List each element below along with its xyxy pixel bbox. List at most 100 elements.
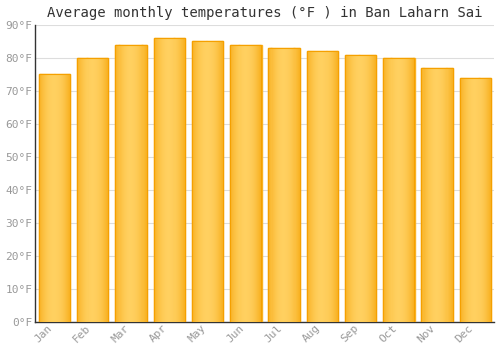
Bar	[488, 78, 489, 322]
Bar	[463, 78, 464, 322]
Bar	[383, 58, 414, 322]
Bar	[408, 58, 410, 322]
Bar	[156, 38, 158, 322]
Bar	[373, 55, 374, 322]
Bar	[248, 45, 249, 322]
Bar	[252, 45, 253, 322]
Bar	[422, 68, 452, 322]
Bar	[69, 74, 70, 322]
Bar	[79, 58, 80, 322]
Bar	[77, 58, 108, 322]
Bar	[116, 45, 117, 322]
Bar	[215, 41, 216, 322]
Bar	[97, 58, 98, 322]
Bar	[422, 68, 424, 322]
Bar	[118, 45, 120, 322]
Bar	[244, 45, 245, 322]
Bar	[164, 38, 165, 322]
Bar	[407, 58, 408, 322]
Bar	[44, 74, 45, 322]
Bar	[268, 48, 300, 322]
Bar	[460, 78, 491, 322]
Bar	[473, 78, 474, 322]
Bar	[244, 45, 246, 322]
Bar	[294, 48, 296, 322]
Bar	[326, 51, 328, 322]
Bar	[489, 78, 490, 322]
Bar	[279, 48, 280, 322]
Bar	[435, 68, 436, 322]
Bar	[490, 78, 491, 322]
Bar	[39, 74, 70, 322]
Bar	[330, 51, 332, 322]
Bar	[50, 74, 51, 322]
Bar	[54, 74, 56, 322]
Bar	[249, 45, 250, 322]
Bar	[238, 45, 240, 322]
Bar	[286, 48, 287, 322]
Bar	[426, 68, 428, 322]
Bar	[310, 51, 311, 322]
Bar	[202, 41, 203, 322]
Bar	[102, 58, 104, 322]
Bar	[120, 45, 122, 322]
Bar	[231, 45, 232, 322]
Bar	[254, 45, 255, 322]
Bar	[308, 51, 310, 322]
Bar	[334, 51, 335, 322]
Bar	[219, 41, 220, 322]
Bar	[100, 58, 101, 322]
Bar	[405, 58, 406, 322]
Bar	[47, 74, 48, 322]
Bar	[66, 74, 67, 322]
Bar	[374, 55, 376, 322]
Bar	[159, 38, 160, 322]
Bar	[287, 48, 288, 322]
Bar	[43, 74, 44, 322]
Bar	[60, 74, 62, 322]
Bar	[349, 55, 350, 322]
Bar	[42, 74, 43, 322]
Bar	[154, 38, 185, 322]
Bar	[462, 78, 463, 322]
Bar	[372, 55, 373, 322]
Bar	[260, 45, 262, 322]
Bar	[364, 55, 366, 322]
Bar	[128, 45, 129, 322]
Bar	[68, 74, 69, 322]
Bar	[230, 45, 231, 322]
Bar	[390, 58, 392, 322]
Bar	[278, 48, 279, 322]
Bar	[274, 48, 276, 322]
Bar	[236, 45, 238, 322]
Bar	[163, 38, 164, 322]
Bar	[131, 45, 132, 322]
Bar	[180, 38, 181, 322]
Bar	[317, 51, 318, 322]
Bar	[281, 48, 282, 322]
Bar	[82, 58, 84, 322]
Bar	[92, 58, 93, 322]
Bar	[130, 45, 131, 322]
Bar	[99, 58, 100, 322]
Bar	[194, 41, 195, 322]
Bar	[198, 41, 199, 322]
Bar	[352, 55, 354, 322]
Bar	[324, 51, 326, 322]
Bar	[268, 48, 300, 322]
Bar	[385, 58, 386, 322]
Bar	[218, 41, 219, 322]
Bar	[422, 68, 452, 322]
Bar	[450, 68, 452, 322]
Bar	[217, 41, 218, 322]
Bar	[437, 68, 438, 322]
Bar	[283, 48, 284, 322]
Bar	[351, 55, 352, 322]
Bar	[168, 38, 170, 322]
Bar	[469, 78, 470, 322]
Bar	[39, 74, 70, 322]
Bar	[398, 58, 399, 322]
Bar	[369, 55, 370, 322]
Bar	[199, 41, 200, 322]
Bar	[63, 74, 64, 322]
